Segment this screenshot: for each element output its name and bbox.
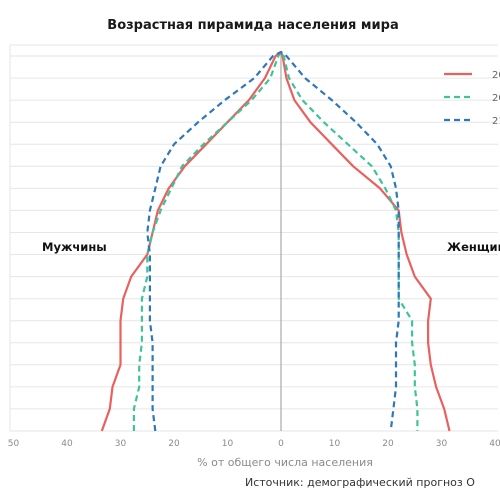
chart-title: Возрастная пирамида населения мира [107, 18, 398, 33]
series-group [146, 50, 400, 432]
x-tick-label: 40 [61, 439, 73, 449]
x-tick-label: 10 [329, 439, 341, 449]
x-tick-label: 30 [115, 439, 127, 449]
series-line [146, 50, 400, 432]
chart-grid [9, 44, 498, 432]
left-label-men: Мужчины [42, 240, 107, 254]
x-tick-label: 20 [382, 439, 394, 449]
x-tick-label: 30 [436, 439, 448, 449]
legend-label: 20 [492, 93, 500, 104]
series-line [132, 50, 419, 431]
x-tick-label: 10 [222, 439, 234, 449]
series-group [132, 50, 419, 431]
series-line [100, 50, 451, 432]
legend-label: 20 [492, 70, 500, 81]
series-group [100, 50, 451, 432]
x-tick-label: 40 [489, 439, 500, 449]
series-layer [100, 50, 451, 432]
legend-label: 21 [492, 116, 500, 127]
x-tick-label: 20 [168, 439, 180, 449]
x-tick-labels: 50 40 30 20 10 0 10 20 30 40 [8, 439, 500, 449]
right-label-women: Женщин [447, 240, 500, 254]
x-tick-label: 0 [278, 439, 284, 449]
legend: 20 20 21 [444, 70, 500, 127]
x-axis-label: % от общего числа населения [197, 456, 373, 469]
source-note: Источник: демографический прогноз О [245, 476, 475, 489]
x-tick-label: 50 [8, 439, 20, 449]
